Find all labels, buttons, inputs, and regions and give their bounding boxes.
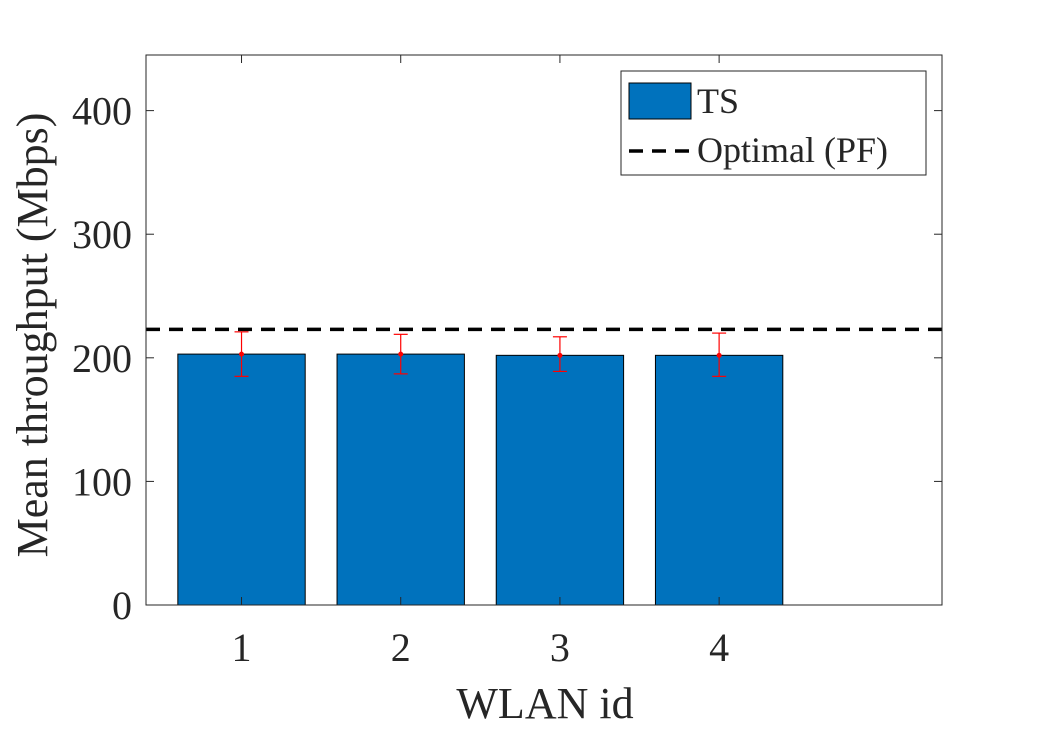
- plot-area-border: [145, 54, 943, 606]
- error-bar-center-point: [398, 351, 404, 357]
- x-tick-label: 2: [391, 625, 411, 670]
- legend-swatch-ts: [628, 82, 692, 120]
- bars-layer: [177, 353, 784, 606]
- legend-label-optimal-pf: Optimal (PF): [697, 130, 888, 170]
- error-bar-center-point: [239, 351, 245, 357]
- x-tick-label: 1: [232, 625, 252, 670]
- x-tick-label: 4: [709, 625, 729, 670]
- error-bars-layer: [234, 331, 727, 377]
- y-tick-label: 200: [72, 336, 132, 381]
- legend: TS Optimal (PF): [620, 70, 927, 176]
- bar: [177, 353, 306, 606]
- bar: [495, 354, 625, 606]
- y-tick-label: 0: [112, 583, 132, 628]
- error-bar-center-point: [557, 352, 563, 358]
- error-bar-center-point: [716, 352, 722, 358]
- y-tick-label: 300: [72, 212, 132, 257]
- bar: [654, 354, 784, 606]
- x-axis-label: WLAN id: [456, 679, 633, 728]
- y-tick-label: 400: [72, 89, 132, 134]
- bar: [336, 353, 465, 606]
- y-axis-label: Mean throughput (Mbps): [8, 113, 57, 558]
- tick-labels-layer: 0 100 200 300 400 1 2 3 4: [72, 89, 729, 670]
- legend-label-ts: TS: [697, 81, 739, 121]
- axes-layer: [145, 54, 943, 606]
- x-tick-label: 3: [550, 625, 570, 670]
- y-tick-label: 100: [72, 459, 132, 504]
